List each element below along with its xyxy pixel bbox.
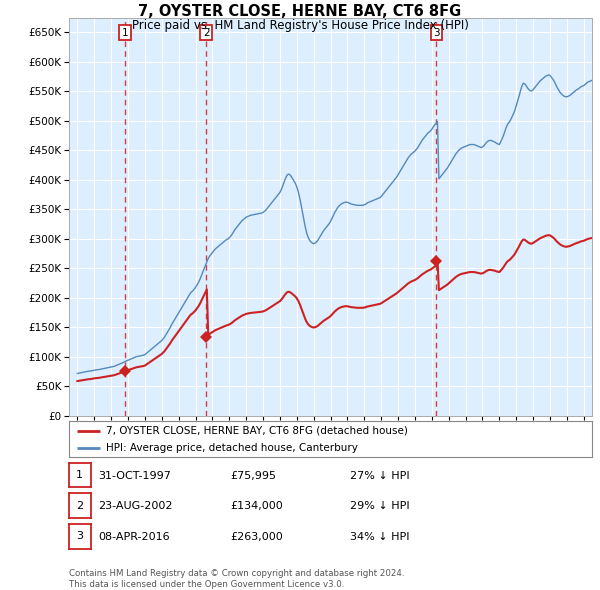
Text: 3: 3 bbox=[76, 532, 83, 541]
Text: £134,000: £134,000 bbox=[230, 502, 283, 511]
Text: 31-OCT-1997: 31-OCT-1997 bbox=[98, 471, 170, 480]
Text: 7, OYSTER CLOSE, HERNE BAY, CT6 8FG (detached house): 7, OYSTER CLOSE, HERNE BAY, CT6 8FG (det… bbox=[106, 426, 407, 436]
Text: 23-AUG-2002: 23-AUG-2002 bbox=[98, 502, 172, 511]
Text: 3: 3 bbox=[433, 28, 440, 38]
Text: 2: 2 bbox=[76, 501, 83, 510]
Text: 1: 1 bbox=[122, 28, 128, 38]
Text: 2: 2 bbox=[203, 28, 209, 38]
Text: 27% ↓ HPI: 27% ↓ HPI bbox=[350, 471, 409, 480]
Text: 1: 1 bbox=[76, 470, 83, 480]
Text: 34% ↓ HPI: 34% ↓ HPI bbox=[350, 532, 409, 542]
Text: Price paid vs. HM Land Registry's House Price Index (HPI): Price paid vs. HM Land Registry's House … bbox=[131, 19, 469, 32]
Text: 29% ↓ HPI: 29% ↓ HPI bbox=[350, 502, 409, 511]
Text: £263,000: £263,000 bbox=[230, 532, 283, 542]
Text: £75,995: £75,995 bbox=[230, 471, 276, 480]
Text: 08-APR-2016: 08-APR-2016 bbox=[98, 532, 169, 542]
Text: Contains HM Land Registry data © Crown copyright and database right 2024.
This d: Contains HM Land Registry data © Crown c… bbox=[69, 569, 404, 589]
Text: 7, OYSTER CLOSE, HERNE BAY, CT6 8FG: 7, OYSTER CLOSE, HERNE BAY, CT6 8FG bbox=[139, 4, 461, 19]
Text: HPI: Average price, detached house, Canterbury: HPI: Average price, detached house, Cant… bbox=[106, 443, 358, 453]
